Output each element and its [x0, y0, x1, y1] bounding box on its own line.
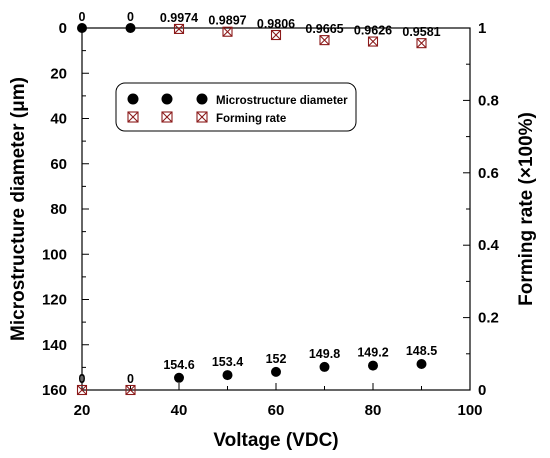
forming-rate-data-label: 0.9806	[257, 17, 295, 31]
forming-rate-data-label: 0	[127, 372, 134, 386]
forming-rate-data-label: 0.9897	[208, 14, 246, 28]
forming-rate-data-label: 0.9581	[402, 25, 440, 39]
x-axis-title: Voltage (VDC)	[213, 430, 338, 451]
legend-circle-marker	[127, 93, 139, 105]
diameter-point	[416, 358, 427, 369]
y-tick-label: 160	[42, 382, 67, 399]
diameter-point	[319, 361, 330, 372]
x-tick-label: 60	[268, 402, 285, 419]
plot-frame	[81, 27, 471, 391]
diameter-point	[125, 23, 136, 33]
y2-axis-title: Forming rate (×100%)	[516, 112, 537, 306]
forming-rate-data-label: 0.9665	[305, 22, 343, 36]
legend-circle-marker	[196, 93, 208, 105]
y2-tick-label: 1	[478, 20, 486, 37]
y2-tick-label: 0.6	[478, 165, 499, 182]
forming-rate-point	[125, 384, 136, 396]
diameter-point	[174, 372, 184, 383]
y2-tick-label: 0.8	[478, 92, 499, 109]
forming-rate-point	[270, 29, 282, 41]
y-tick-label: 140	[42, 337, 67, 354]
forming-rate-point	[319, 35, 330, 46]
legend-label-diameter: Microstructure diameter	[216, 95, 348, 107]
diameter-point	[77, 23, 87, 33]
legend-label-forming-rate: Forming rate	[216, 113, 286, 125]
y2-tick-label: 0	[478, 382, 486, 399]
x-tick-label: 40	[171, 402, 188, 419]
diameter-data-label: 154.6	[163, 358, 194, 372]
forming-rate-data-label: 0	[79, 372, 86, 386]
x-tick-label: 100	[457, 402, 482, 419]
forming-rate-point	[416, 38, 427, 49]
y2-tick-label: 0.2	[478, 310, 499, 327]
forming-rate-point	[76, 384, 88, 396]
legend-crossed-square-marker	[196, 111, 208, 123]
diameter-data-label: 153.4	[212, 355, 243, 369]
y-tick-label: 60	[50, 156, 67, 173]
y-axis-title: Microstructure diameter (μm)	[8, 77, 29, 341]
diameter-data-label: 149.8	[309, 347, 340, 361]
diameter-data-label: 152	[266, 352, 287, 366]
forming-rate-point	[367, 36, 379, 47]
y-tick-label: 120	[42, 292, 67, 309]
diameter-data-label: 0	[127, 10, 134, 24]
legend-circle-marker	[161, 93, 173, 105]
diameter-data-label: 148.5	[406, 344, 437, 358]
x-tick-label: 80	[365, 402, 382, 419]
forming-rate-data-label: 0.9626	[354, 24, 392, 38]
y-tick-label: 20	[50, 65, 67, 82]
legend-box	[115, 82, 357, 132]
diameter-point	[222, 370, 233, 381]
forming-rate-data-label: 0.9974	[160, 11, 198, 25]
forming-rate-point	[222, 26, 233, 37]
diameter-point	[368, 360, 378, 371]
legend: Microstructure diameter Forming rate	[115, 82, 357, 132]
forming-rate-point	[173, 23, 185, 34]
y-tick-label: 0	[59, 20, 67, 37]
diameter-point	[271, 366, 281, 377]
y-tick-label: 100	[42, 246, 67, 263]
x-tick-label: 20	[74, 402, 91, 419]
legend-crossed-square-marker	[161, 111, 173, 123]
y2-tick-label: 0.4	[478, 237, 500, 254]
diameter-data-label: 0	[79, 10, 86, 24]
legend-crossed-square-marker	[127, 111, 139, 123]
y-tick-label: 80	[50, 201, 67, 218]
y-tick-label: 40	[50, 111, 67, 128]
diameter-data-label: 149.2	[357, 346, 388, 360]
